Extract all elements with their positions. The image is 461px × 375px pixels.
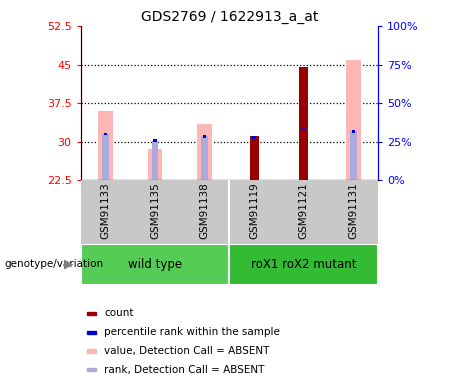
Bar bbox=[81, 244, 230, 285]
Bar bbox=[197, 124, 212, 180]
Text: GSM91121: GSM91121 bbox=[299, 182, 309, 238]
Bar bbox=[201, 136, 208, 180]
Bar bbox=[251, 138, 258, 180]
Text: value, Detection Call = ABSENT: value, Detection Call = ABSENT bbox=[105, 346, 270, 356]
Text: ▶: ▶ bbox=[65, 258, 74, 271]
Bar bbox=[154, 139, 157, 142]
Text: genotype/variation: genotype/variation bbox=[5, 260, 104, 269]
Bar bbox=[299, 67, 308, 180]
Title: GDS2769 / 1622913_a_at: GDS2769 / 1622913_a_at bbox=[141, 10, 318, 24]
Bar bbox=[152, 141, 159, 180]
Bar bbox=[250, 136, 259, 180]
Bar bbox=[104, 133, 107, 135]
Bar bbox=[102, 134, 109, 180]
Bar bbox=[352, 130, 355, 133]
Text: GSM91133: GSM91133 bbox=[100, 182, 111, 238]
Text: count: count bbox=[105, 309, 134, 318]
Bar bbox=[148, 149, 162, 180]
Text: GSM91138: GSM91138 bbox=[200, 182, 210, 238]
Bar bbox=[87, 312, 96, 315]
Bar bbox=[87, 350, 96, 352]
Bar bbox=[300, 129, 307, 180]
Text: GSM91119: GSM91119 bbox=[249, 182, 259, 238]
Text: wild type: wild type bbox=[128, 258, 182, 271]
Text: GSM91131: GSM91131 bbox=[348, 182, 358, 238]
Bar bbox=[87, 368, 96, 371]
Bar bbox=[203, 135, 206, 138]
Bar bbox=[346, 60, 361, 180]
Bar bbox=[87, 331, 96, 334]
Bar bbox=[350, 131, 357, 180]
Bar bbox=[98, 111, 113, 180]
Text: percentile rank within the sample: percentile rank within the sample bbox=[105, 327, 280, 337]
Text: rank, Detection Call = ABSENT: rank, Detection Call = ABSENT bbox=[105, 365, 265, 375]
Bar bbox=[229, 244, 378, 285]
Bar bbox=[302, 128, 305, 130]
Bar bbox=[253, 136, 256, 139]
Text: roX1 roX2 mutant: roX1 roX2 mutant bbox=[251, 258, 356, 271]
Text: GSM91135: GSM91135 bbox=[150, 182, 160, 238]
